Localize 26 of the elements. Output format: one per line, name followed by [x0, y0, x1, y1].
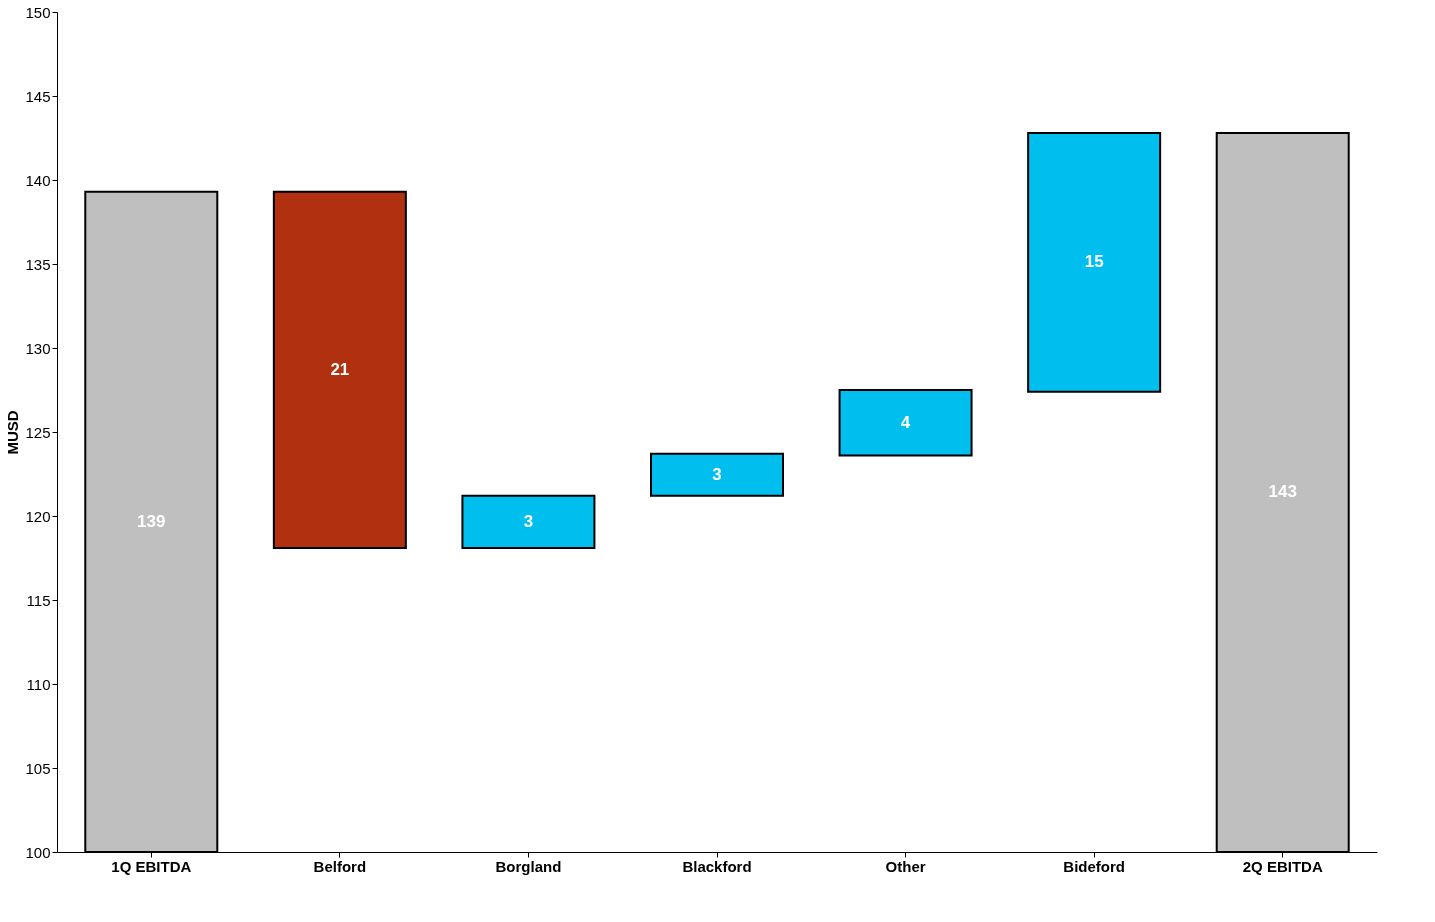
y-tick-label: 105 — [25, 759, 51, 777]
x-tick-label: 1Q EBITDA — [111, 857, 192, 875]
data-label: 21 — [330, 359, 350, 379]
data-label: 4 — [900, 412, 911, 432]
y-axis-title: MUSD — [4, 410, 22, 455]
data-label: 143 — [1268, 482, 1297, 502]
data-label: 139 — [137, 511, 166, 531]
x-tick-label: Borgland — [495, 857, 562, 875]
y-tick-label: 130 — [25, 339, 51, 357]
y-tick-label: 135 — [25, 255, 51, 273]
y-tick-label: 100 — [25, 843, 51, 861]
x-tick-label: Belford — [313, 857, 367, 875]
x-tick-label: Bideford — [1063, 857, 1125, 875]
x-tick-label: Blackford — [682, 857, 752, 875]
y-tick-label: 145 — [25, 87, 51, 105]
y-tick-label: 150 — [25, 3, 51, 21]
data-label: 3 — [712, 464, 722, 484]
data-label: 15 — [1084, 252, 1104, 272]
y-tick-label: 140 — [25, 171, 51, 189]
y-tick-label: 125 — [25, 423, 51, 441]
x-tick-label: Other — [885, 857, 926, 875]
y-tick-label: 110 — [26, 675, 51, 693]
y-tick-label: 115 — [26, 591, 51, 609]
y-tick-label: 120 — [25, 507, 51, 525]
data-label: 3 — [523, 511, 534, 531]
x-tick-label: 2Q EBITDA — [1242, 857, 1323, 875]
